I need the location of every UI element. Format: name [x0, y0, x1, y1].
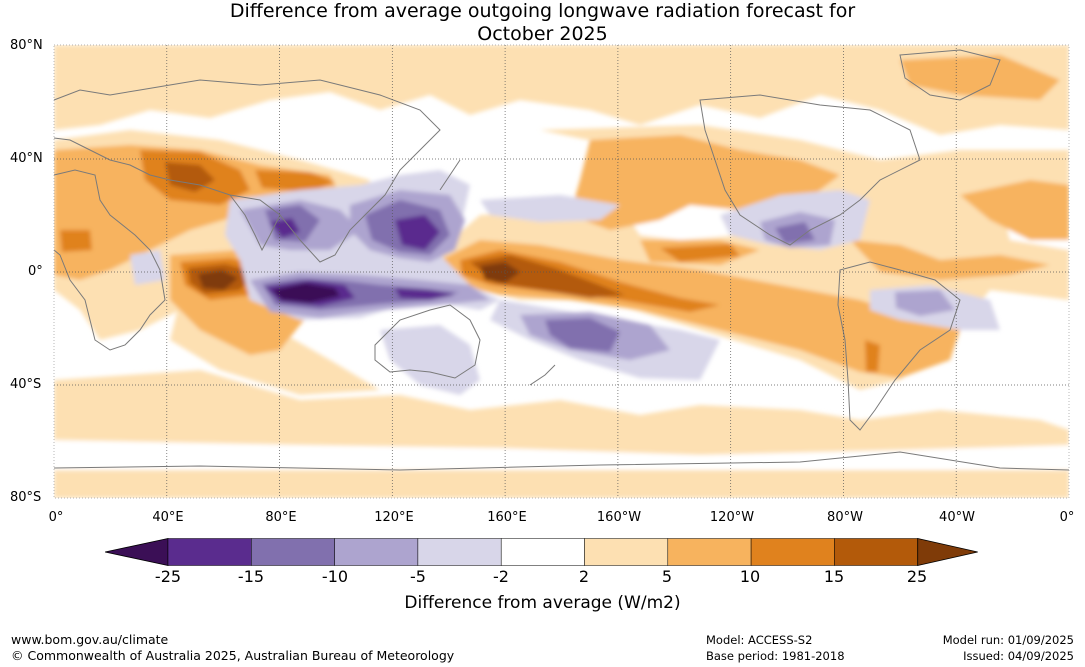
colorbar-swatch	[167, 538, 252, 566]
footer-issued: Issued: 04/09/2025	[963, 649, 1074, 663]
map-title: Difference from average outgoing longwav…	[0, 0, 1085, 46]
antarctica-coastline	[53, 451, 1070, 471]
lon-label-0-right: 0°	[1059, 510, 1075, 525]
colorbar-swatch	[750, 538, 835, 566]
africa-coastline	[53, 169, 166, 351]
colorbar-tick: 15	[823, 567, 845, 586]
positive-anomaly-strong	[60, 230, 92, 252]
footer-left: www.bom.gov.au/climate © Commonwealth of…	[11, 632, 454, 664]
lat-label-80s: 80°S	[10, 490, 42, 505]
graticule	[54, 45, 1069, 498]
lon-label-40e: 40°E	[152, 510, 184, 525]
lat-label-40s: 40°S	[10, 377, 42, 392]
positive-anomaly-medium	[960, 180, 1069, 240]
australia-coastline	[374, 304, 481, 379]
footer-site: www.bom.gov.au/climate	[11, 632, 169, 647]
colorbar-title: Difference from average (W/m2)	[404, 593, 681, 613]
india-coastline	[229, 194, 281, 252]
anomaly-map	[53, 44, 1070, 499]
colorbar-tick: 2	[578, 567, 590, 586]
new-zealand-coastline	[529, 364, 556, 386]
footer-copyright: © Commonwealth of Australia 2025, Austra…	[11, 648, 455, 663]
footer-model: Model: ACCESS-S2	[706, 633, 813, 647]
negative-anomaly-strong	[395, 288, 455, 300]
lon-label-0-left: 0°	[48, 510, 64, 525]
positive-anomaly-light	[54, 45, 1069, 135]
footer-middle: Model: ACCESS-S2 Base period: 1981-2018	[706, 632, 845, 664]
colorbar-tick: -15	[237, 567, 265, 586]
japan-coastline	[439, 159, 461, 191]
colorbar-extend-low	[105, 538, 169, 566]
title-line-1: Difference from average outgoing longwav…	[229, 0, 856, 22]
colorbar-tick: 5	[661, 567, 673, 586]
colorbar-swatch	[584, 538, 669, 566]
lon-label-160e: 160°E	[487, 510, 527, 525]
colorbar-tick: 10	[739, 567, 761, 586]
map-frame	[53, 44, 1070, 499]
north-america-coastline	[699, 94, 921, 246]
lon-label-160w: 160°W	[596, 510, 642, 525]
negative-anomaly-strong	[545, 318, 620, 352]
colorbar-tick: -5	[410, 567, 426, 586]
negative-anomaly-strong	[270, 218, 300, 238]
colorbar-tick: -25	[154, 567, 182, 586]
colorbar	[105, 538, 978, 566]
colorbar-swatch	[417, 538, 502, 566]
colorbar-swatch	[334, 538, 419, 566]
lat-label-equator: 0°	[28, 264, 43, 279]
anomaly-field	[54, 45, 1069, 498]
negative-anomaly-medium	[895, 290, 955, 316]
positive-anomaly-strong	[255, 170, 335, 192]
negative-anomaly-strong	[775, 222, 815, 244]
greenland-coastline	[899, 49, 1001, 101]
colorbar-swatch	[667, 538, 752, 566]
lon-label-120e: 120°E	[374, 510, 414, 525]
eurasia-coastline	[53, 79, 441, 263]
colorbar-swatch	[500, 538, 585, 566]
positive-anomaly-very-strong	[480, 262, 520, 283]
footer-model-run: Model run: 01/09/2025	[942, 633, 1074, 647]
positive-anomaly-very-strong	[165, 162, 215, 192]
footer-right: Model run: 01/09/2025 Issued: 04/09/2025	[943, 632, 1074, 664]
lon-label-80w: 80°W	[827, 510, 863, 525]
negative-anomaly-light	[480, 195, 620, 222]
negative-anomaly-light	[130, 250, 165, 285]
lon-label-40w: 40°W	[939, 510, 975, 525]
neutral-anomaly	[54, 440, 1069, 470]
colorbar-extend-high	[917, 538, 978, 566]
positive-anomaly-strong	[865, 340, 880, 372]
colorbar-tick: -2	[493, 567, 509, 586]
colorbar-swatch	[251, 538, 335, 566]
colorbar-swatch	[834, 538, 918, 566]
negative-anomaly-strong	[395, 215, 440, 250]
footer-base-period: Base period: 1981-2018	[706, 649, 845, 663]
lat-label-80n: 80°N	[10, 38, 43, 53]
lon-label-80e: 80°E	[265, 510, 297, 525]
colorbar-tick: -10	[321, 567, 349, 586]
title-line-2: October 2025	[477, 23, 608, 45]
south-america-coastline	[837, 261, 961, 431]
lon-label-120w: 120°W	[709, 510, 755, 525]
lat-label-40n: 40°N	[10, 151, 43, 166]
positive-anomaly-medium	[900, 55, 1060, 100]
positive-anomaly-strong	[660, 244, 740, 262]
colorbar-tick: 25	[906, 567, 928, 586]
positive-anomaly-very-strong	[198, 270, 238, 290]
negative-anomaly-very-strong	[272, 283, 340, 303]
coastlines	[53, 49, 1070, 471]
